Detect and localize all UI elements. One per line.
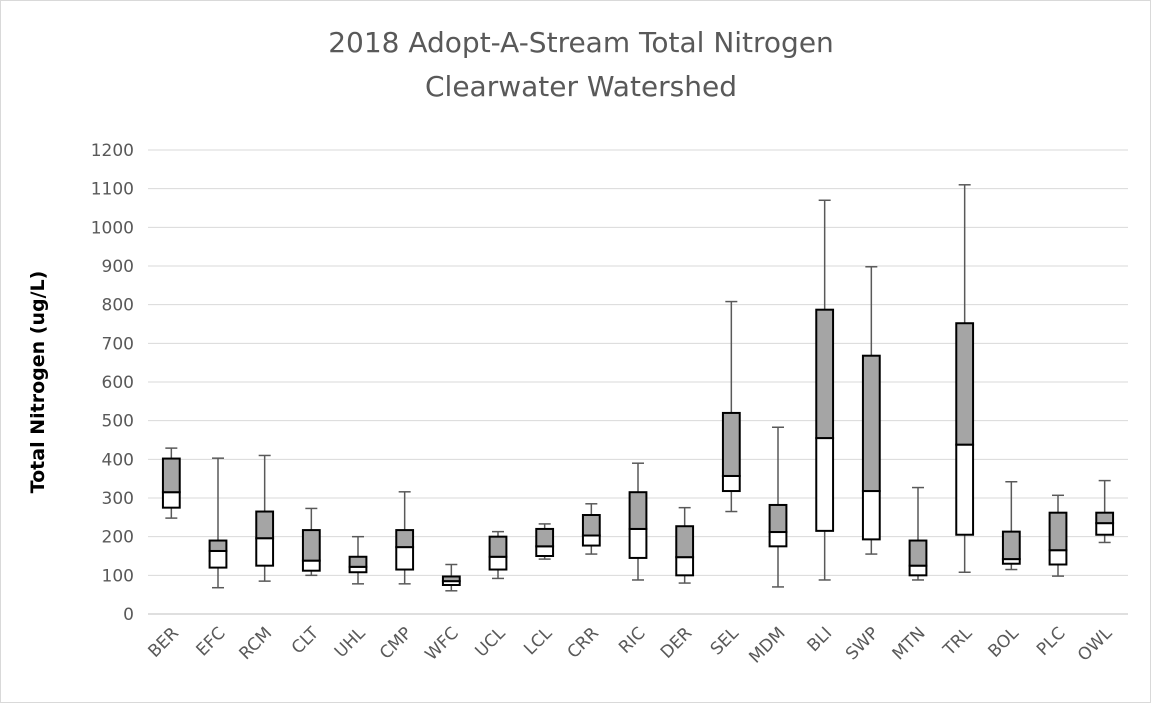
box-upper [301, 529, 321, 562]
box-upper [675, 525, 695, 559]
box-upper [908, 539, 928, 567]
box-lower [255, 537, 275, 567]
box-lower [1048, 549, 1068, 566]
y-axis-label: Total Nitrogen (ug/L) [27, 271, 49, 494]
y-tick-label: 1200 [91, 141, 134, 161]
box-upper [628, 491, 648, 530]
y-tick-label: 800 [102, 296, 134, 316]
box-upper [1095, 511, 1115, 525]
chart-title: 2018 Adopt-A-Stream Total Nitrogen [328, 26, 834, 59]
box-upper [1048, 511, 1068, 552]
chart-subtitle: Clearwater Watershed [425, 70, 737, 103]
box-upper [348, 555, 368, 568]
y-tick-label: 400 [102, 450, 134, 470]
y-tick-label: 600 [102, 373, 134, 393]
box-lower [535, 545, 555, 557]
box-lower [208, 549, 228, 569]
box-lower [1095, 522, 1115, 536]
y-tick-label: 1000 [91, 218, 134, 238]
box-upper [581, 514, 601, 537]
box-lower [581, 534, 601, 547]
box-upper [535, 527, 555, 548]
box-lower [955, 443, 975, 536]
y-tick-label: 500 [102, 412, 134, 432]
box-lower [161, 491, 181, 509]
y-tick-label: 100 [102, 566, 134, 586]
box-lower [675, 556, 695, 577]
box-lower [301, 559, 321, 572]
box-lower [908, 564, 928, 577]
box-lower [721, 474, 741, 493]
box-lower [628, 527, 648, 559]
box-upper [208, 539, 228, 552]
y-tick-label: 200 [102, 528, 134, 548]
box-upper [395, 529, 415, 549]
box-lower [488, 555, 508, 571]
y-tick-label: 300 [102, 489, 134, 509]
box-upper [721, 411, 741, 477]
box-lower [768, 531, 788, 548]
box-upper [768, 503, 788, 534]
box-lower [861, 490, 881, 541]
box-upper [1001, 530, 1021, 561]
y-tick-label: 0 [123, 605, 134, 625]
box-upper [441, 575, 461, 583]
box-upper [488, 535, 508, 558]
y-tick-label: 900 [102, 257, 134, 277]
box-lower [815, 437, 835, 532]
box-upper [161, 457, 181, 494]
y-tick-label: 700 [102, 334, 134, 354]
box-upper [955, 322, 975, 446]
box-upper [815, 308, 835, 440]
box-upper [255, 510, 275, 540]
box-lower [395, 546, 415, 571]
y-tick-label: 1100 [91, 180, 134, 200]
box-upper [861, 354, 881, 493]
